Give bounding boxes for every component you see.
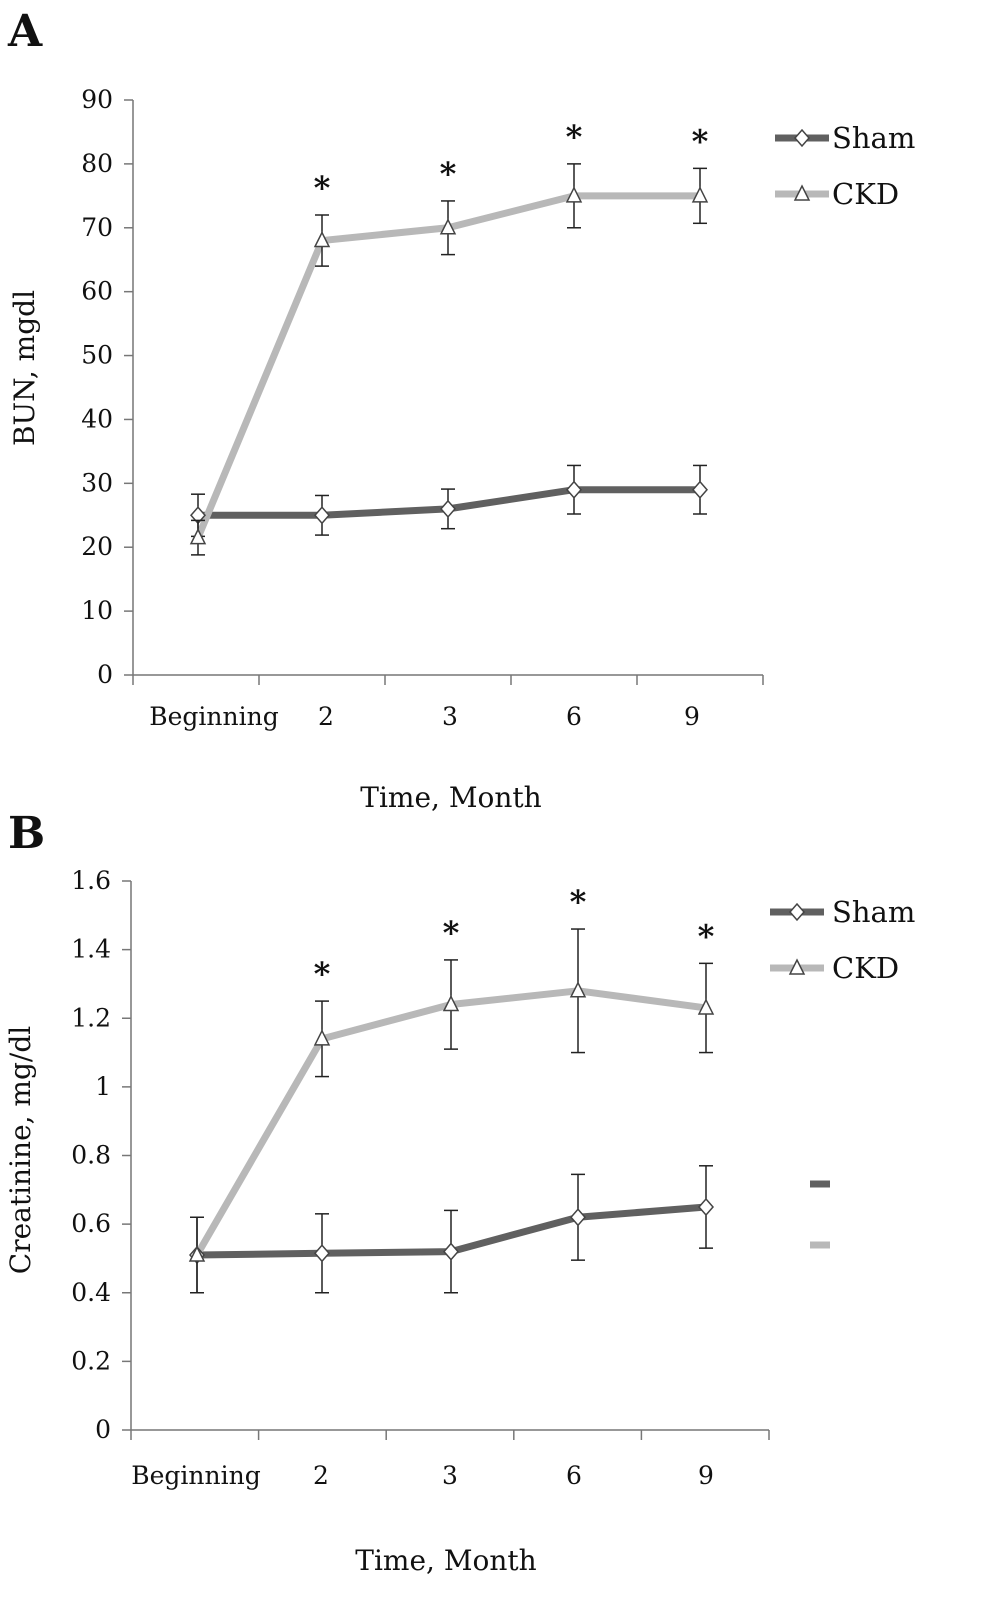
legend-label-sham: Sham (832, 121, 915, 155)
y-tick-label: 0.4 (71, 1278, 111, 1307)
y-tick-label: 0.2 (71, 1346, 111, 1375)
y-tick-label: 0 (97, 660, 113, 689)
y-tick-label: 70 (81, 213, 113, 242)
data-point-ckd (691, 186, 709, 203)
x-axis-title-b: Time, Month (355, 1544, 536, 1577)
significance-marker: * (314, 169, 331, 207)
y-tick-label: 90 (81, 85, 113, 114)
y-tick-label: 0.8 (71, 1141, 111, 1170)
data-point-ckd (565, 186, 583, 203)
data-point-sham (692, 480, 708, 499)
y-tick-label: 60 (81, 277, 113, 306)
y-tick-label: 20 (81, 532, 113, 561)
x-tick-label: 9 (698, 1461, 714, 1490)
data-point-sham (698, 1197, 714, 1217)
data-point-ckd (188, 1245, 206, 1262)
data-point-sham (314, 506, 330, 525)
legend-marker-sham (789, 902, 805, 922)
y-axis-title-b: Creatinine, mg/dl (4, 1026, 37, 1275)
data-point-ckd (442, 994, 460, 1012)
x-tick-label: 9 (684, 702, 700, 731)
y-tick-label: 80 (81, 149, 113, 178)
y-axis-title-a: BUN, mgdl (8, 290, 41, 446)
x-tick-label: Beginning (131, 1461, 260, 1490)
data-point-sham (570, 1208, 586, 1227)
legend-marker-sham (794, 128, 810, 148)
significance-marker: * (698, 917, 715, 955)
significance-marker: * (314, 955, 331, 993)
y-tick-label: 50 (81, 341, 113, 370)
panel-label-a: A (7, 6, 43, 57)
y-tick-label: 10 (81, 596, 113, 625)
significance-marker: * (440, 155, 457, 193)
y-tick-label: 1 (95, 1072, 111, 1101)
data-point-ckd (189, 527, 207, 545)
data-point-sham (443, 1242, 459, 1261)
x-tick-label: Beginning (149, 702, 278, 731)
legend-label-ckd: CKD (832, 951, 899, 985)
data-point-ckd (697, 998, 715, 1015)
data-point-ckd (569, 981, 587, 998)
legend-label-ckd: CKD (832, 177, 899, 211)
legend-label-sham: Sham (832, 895, 915, 929)
significance-marker: * (692, 122, 709, 160)
x-tick-label: 3 (442, 1461, 458, 1490)
data-point-ckd (313, 230, 331, 248)
plot-area-a: 0 10 20 30 40 50 60 70 80 90 Beginning 2 3 6 9 * * * * Sham… (81, 85, 915, 731)
legend-marker-ckd (788, 958, 806, 975)
data-point-ckd (439, 218, 457, 235)
significance-marker: * (566, 118, 583, 156)
y-tick-label: 0.6 (71, 1209, 111, 1238)
data-point-ckd (313, 1029, 331, 1046)
x-tick-label: 2 (313, 1461, 329, 1490)
x-tick-label: 2 (318, 702, 334, 731)
panel-label-b: B (8, 808, 45, 859)
x-tick-label: 6 (566, 702, 582, 731)
x-tick-label: 6 (566, 1461, 582, 1490)
chart-panel-a: A BUN, mgdl Time, Month 0 10 20 30 40 50 60 70 8… (7, 6, 915, 814)
data-point-sham (440, 499, 456, 519)
y-tick-label: 1.2 (71, 1003, 111, 1032)
significance-marker: * (570, 883, 587, 921)
plot-area-b: 0 0.2 0.4 0.6 0.8 1 1.2 1.4 1.6 Beginning 2 3 6 9 * * * *… (71, 866, 915, 1490)
data-point-sham (314, 1244, 330, 1263)
x-axis-title-a: Time, Month (360, 781, 541, 814)
y-tick-label: 30 (81, 468, 113, 497)
significance-marker: * (443, 914, 460, 952)
y-tick-label: 0 (95, 1415, 111, 1444)
y-tick-label: 1.6 (71, 866, 111, 895)
chart-panel-b: B Creatinine, mg/dl Time, Month 00.20.40… (4, 808, 915, 1577)
y-tick-label: 1.4 (71, 935, 111, 964)
legend-marker-ckd (793, 184, 811, 201)
x-tick-label: 3 (442, 702, 458, 731)
y-tick-label: 40 (81, 404, 113, 433)
data-point-sham (566, 480, 582, 499)
